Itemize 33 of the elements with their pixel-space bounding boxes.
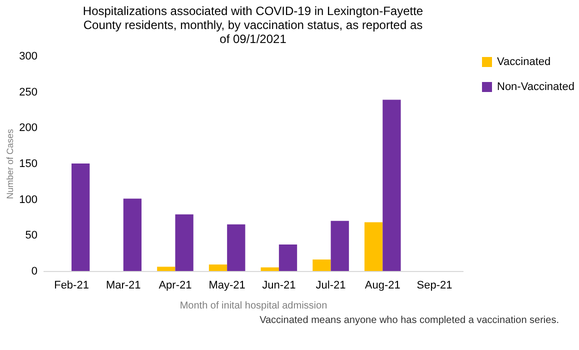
legend-label: Non-Vaccinated (497, 81, 574, 93)
bar (175, 214, 194, 271)
bar (123, 198, 142, 271)
x-tick-label: Jul-21 (316, 280, 346, 292)
bar (72, 164, 90, 271)
bar (260, 267, 279, 271)
x-tick-label: Feb-21 (54, 280, 89, 292)
y-tick-label: 150 (19, 158, 38, 170)
x-tick-label: Jun-21 (262, 280, 296, 292)
bar (312, 260, 331, 271)
y-tick-label: 300 (19, 50, 38, 62)
bar (157, 266, 176, 271)
x-axis-title: Month of inital hospital admission (180, 300, 328, 312)
y-tick-label: 50 (25, 230, 38, 242)
y-tick-label: 100 (19, 194, 38, 206)
bar (330, 220, 349, 271)
y-tick-label: 200 (19, 122, 38, 134)
text: Vaccinated means anyone who has completed a vaccination series. (258, 315, 559, 326)
x-tick-label: Apr-21 (158, 280, 192, 292)
bar (208, 264, 228, 271)
x-tick-label: Mar-21 (106, 280, 141, 292)
y-tick-label: 250 (19, 86, 38, 98)
y-axis-title: Number of Cases (5, 128, 16, 200)
bar (364, 222, 383, 271)
x-tick-label: Aug-21 (364, 280, 400, 292)
bar (227, 224, 246, 271)
bar (382, 100, 401, 271)
bar (278, 244, 298, 271)
chart-title: Hospitalizations associated with COVID-19 in Lexington-Fayette County residents, monthly, by vaccination status, as reported as of 09/1/2021 (82, 4, 424, 46)
y-tick-label: 0 (31, 266, 38, 278)
legend-label: Vaccinated (497, 56, 551, 68)
x-tick-label: Sep-21 (416, 280, 452, 292)
x-tick-label: May-21 (208, 280, 246, 292)
